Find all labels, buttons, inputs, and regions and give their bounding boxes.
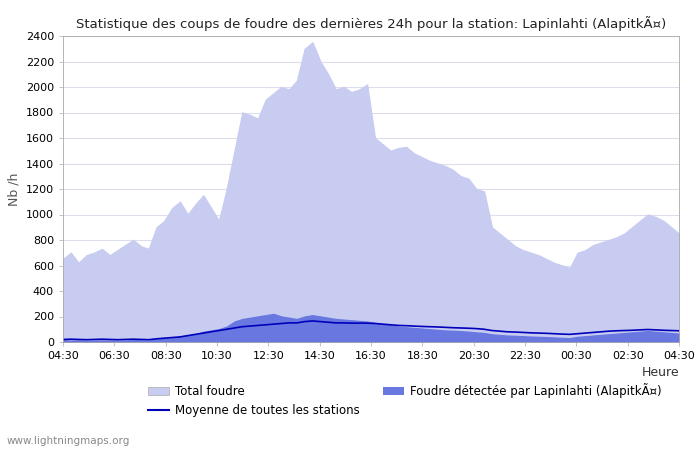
Text: www.lightningmaps.org: www.lightningmaps.org [7,436,130,446]
Text: Heure: Heure [641,366,679,379]
Title: Statistique des coups de foudre des dernières 24h pour la station: Lapinlahti (A: Statistique des coups de foudre des dern… [76,16,666,31]
Y-axis label: Nb /h: Nb /h [7,172,20,206]
Legend: Total foudre, Moyenne de toutes les stations, Foudre détectée par Lapinlahti (Al: Total foudre, Moyenne de toutes les stat… [143,378,666,422]
